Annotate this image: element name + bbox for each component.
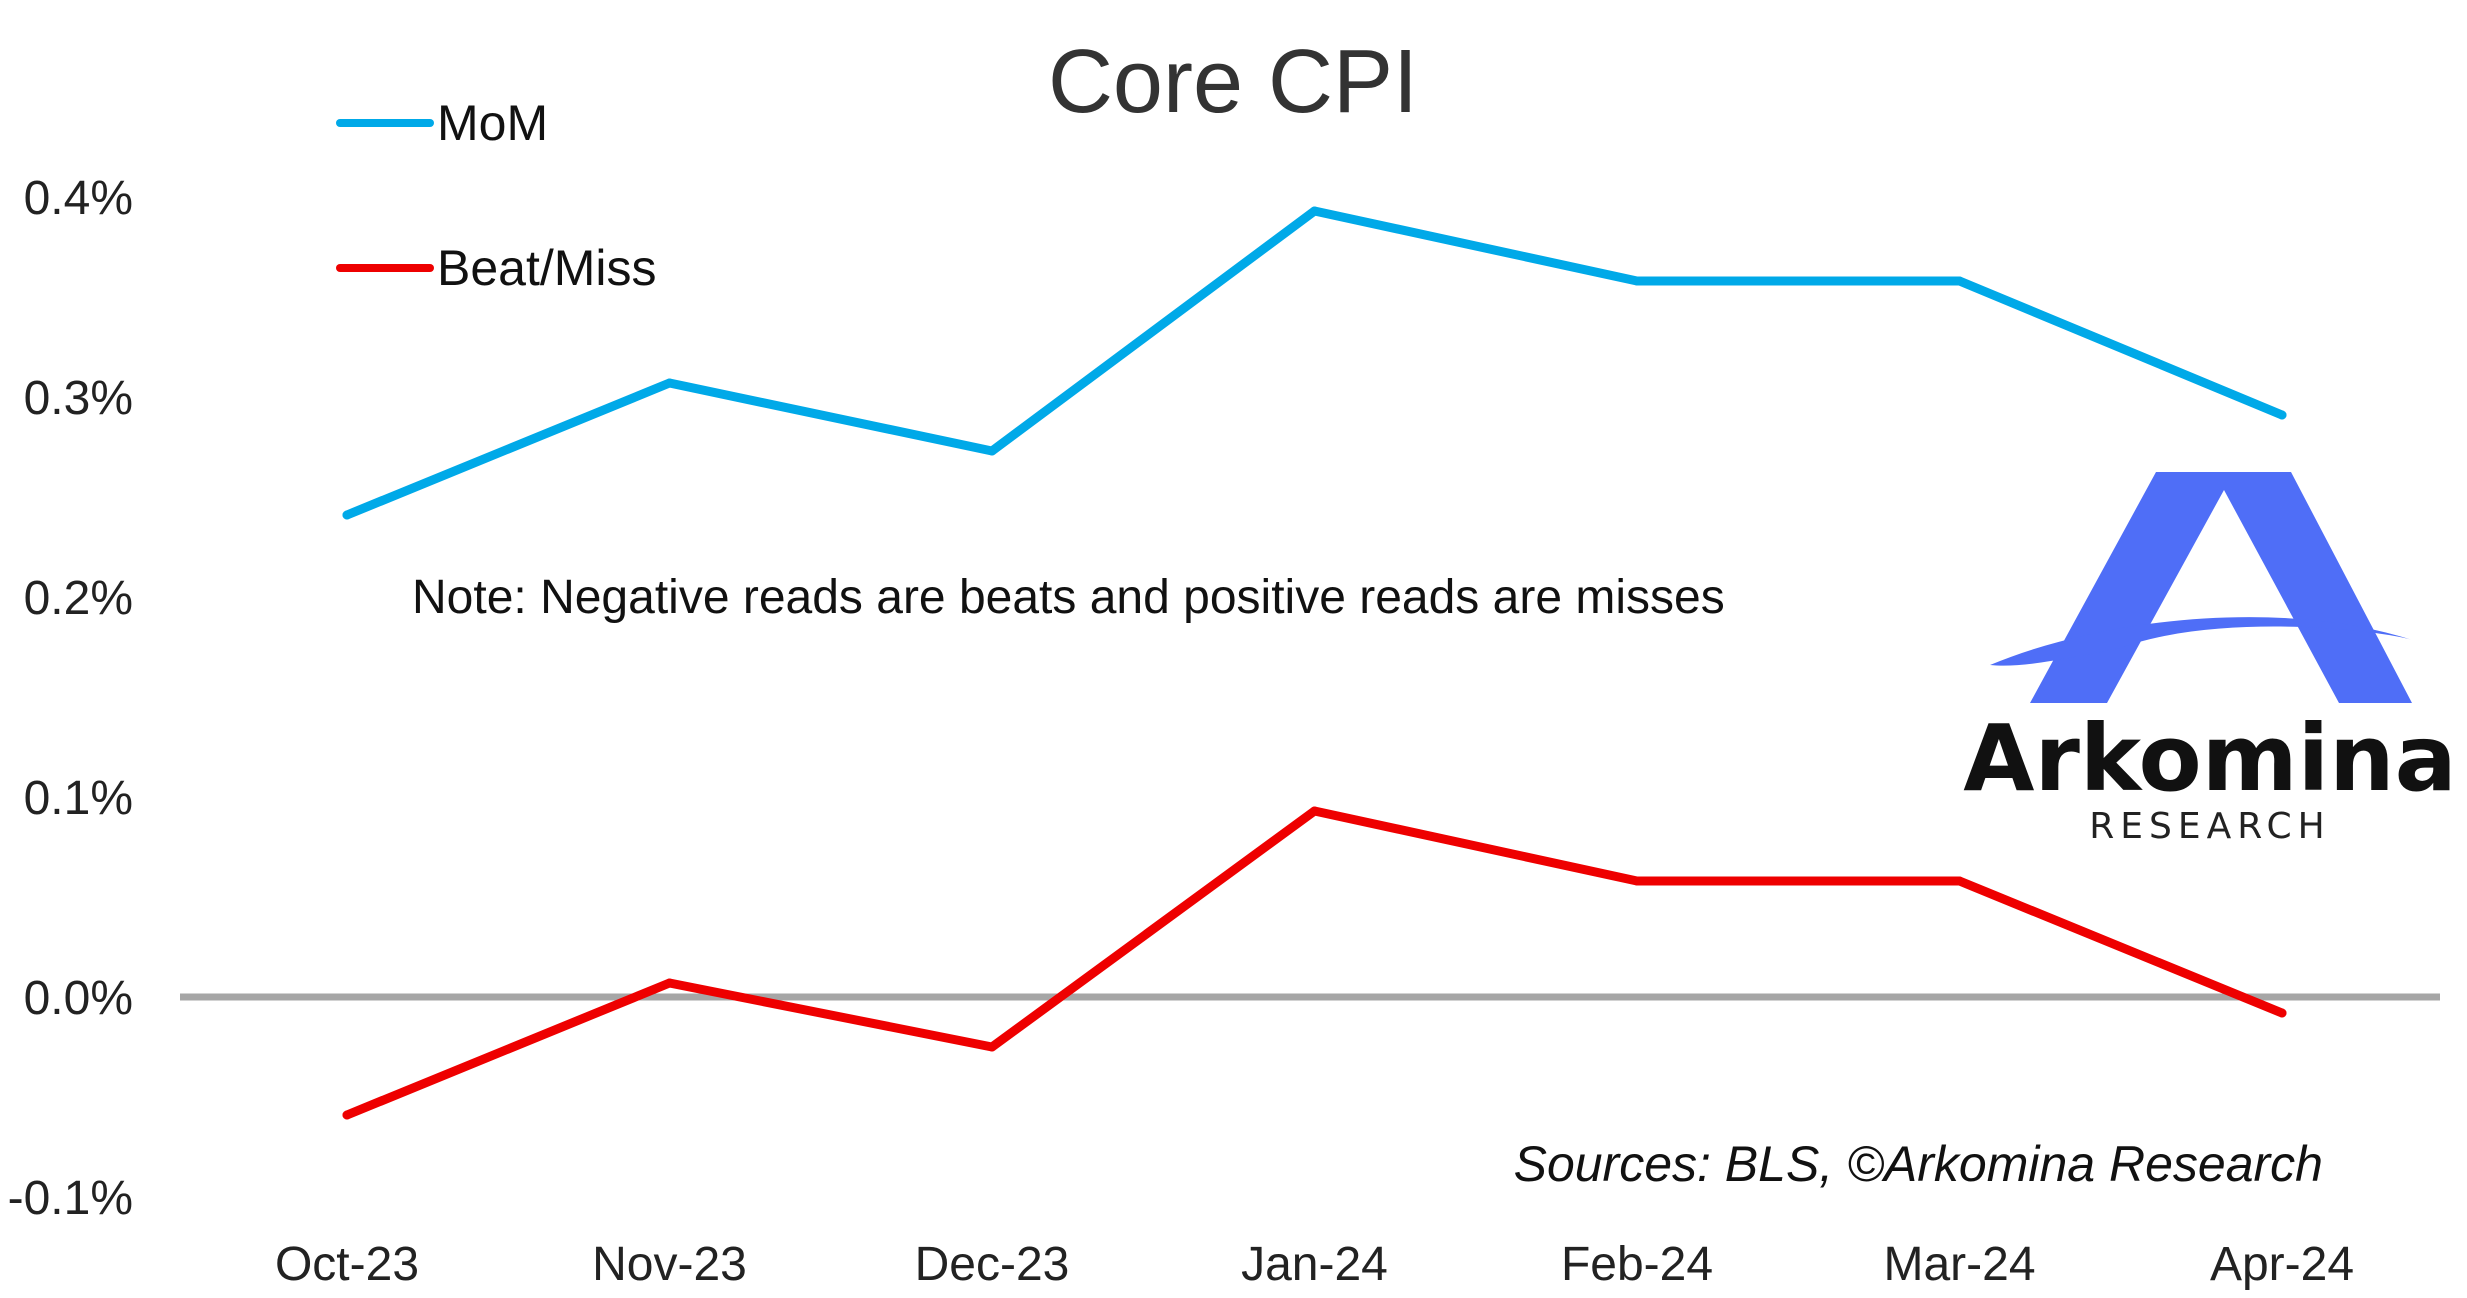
x-tick-label: Jan-24	[1241, 1238, 1388, 1291]
data-point	[1632, 876, 1642, 886]
data-point	[665, 978, 674, 988]
x-tick-label: Oct-23	[275, 1238, 419, 1291]
arkomina-logo: Arkomina RESEARCH	[1963, 472, 2457, 847]
logo-name: Arkomina	[1963, 705, 2456, 812]
x-tick-label: Nov-23	[592, 1238, 747, 1291]
source-annotation: Sources: BLS, ©Arkomina Research	[1514, 1136, 2323, 1192]
chart-title: Core CPI	[1048, 32, 1418, 132]
legend: MoM Beat/Miss	[336, 95, 657, 296]
x-tick-label: Apr-24	[2210, 1238, 2354, 1291]
legend-item-mom: MoM	[336, 95, 548, 151]
legend-item-beat-miss: Beat/Miss	[336, 240, 657, 296]
data-point	[2277, 1008, 2287, 1018]
data-point	[2277, 410, 2287, 420]
data-point	[1632, 276, 1642, 286]
data-point	[1955, 876, 1964, 886]
logo-a-icon	[2030, 472, 2412, 703]
data-point	[1955, 276, 1964, 286]
series-line-beat-miss	[342, 806, 2287, 1120]
y-axis-ticks: -0.1% 0.0% 0.1% 0.2% 0.3% 0.4%	[8, 172, 133, 1225]
data-point	[987, 446, 997, 456]
data-point	[1310, 206, 1319, 216]
logo-subtitle: RESEARCH	[2089, 806, 2330, 847]
data-point	[987, 1042, 997, 1052]
x-tick-label: Mar-24	[1883, 1238, 2035, 1291]
y-tick-label: -0.1%	[8, 1172, 133, 1225]
x-tick-label: Dec-23	[915, 1238, 1070, 1291]
legend-label-mom: MoM	[437, 95, 548, 151]
logo-swoosh-icon	[1990, 617, 2412, 666]
x-axis-ticks: Oct-23 Nov-23 Dec-23 Jan-24 Feb-24 Mar-24 Apr-…	[275, 1238, 2354, 1291]
y-tick-label: 0.2%	[24, 572, 133, 625]
y-tick-label: 0.0%	[24, 972, 133, 1025]
y-tick-label: 0.4%	[24, 172, 133, 225]
x-tick-label: Feb-24	[1561, 1238, 1713, 1291]
y-tick-label: 0.1%	[24, 772, 133, 825]
y-tick-label: 0.3%	[24, 372, 133, 425]
legend-label-beat-miss: Beat/Miss	[437, 240, 657, 296]
series-group	[342, 206, 2287, 1120]
data-point	[1310, 806, 1319, 816]
data-point	[342, 1110, 352, 1120]
data-point	[342, 510, 352, 520]
note-annotation: Note: Negative reads are beats and posit…	[412, 571, 1725, 624]
data-point	[665, 378, 674, 388]
